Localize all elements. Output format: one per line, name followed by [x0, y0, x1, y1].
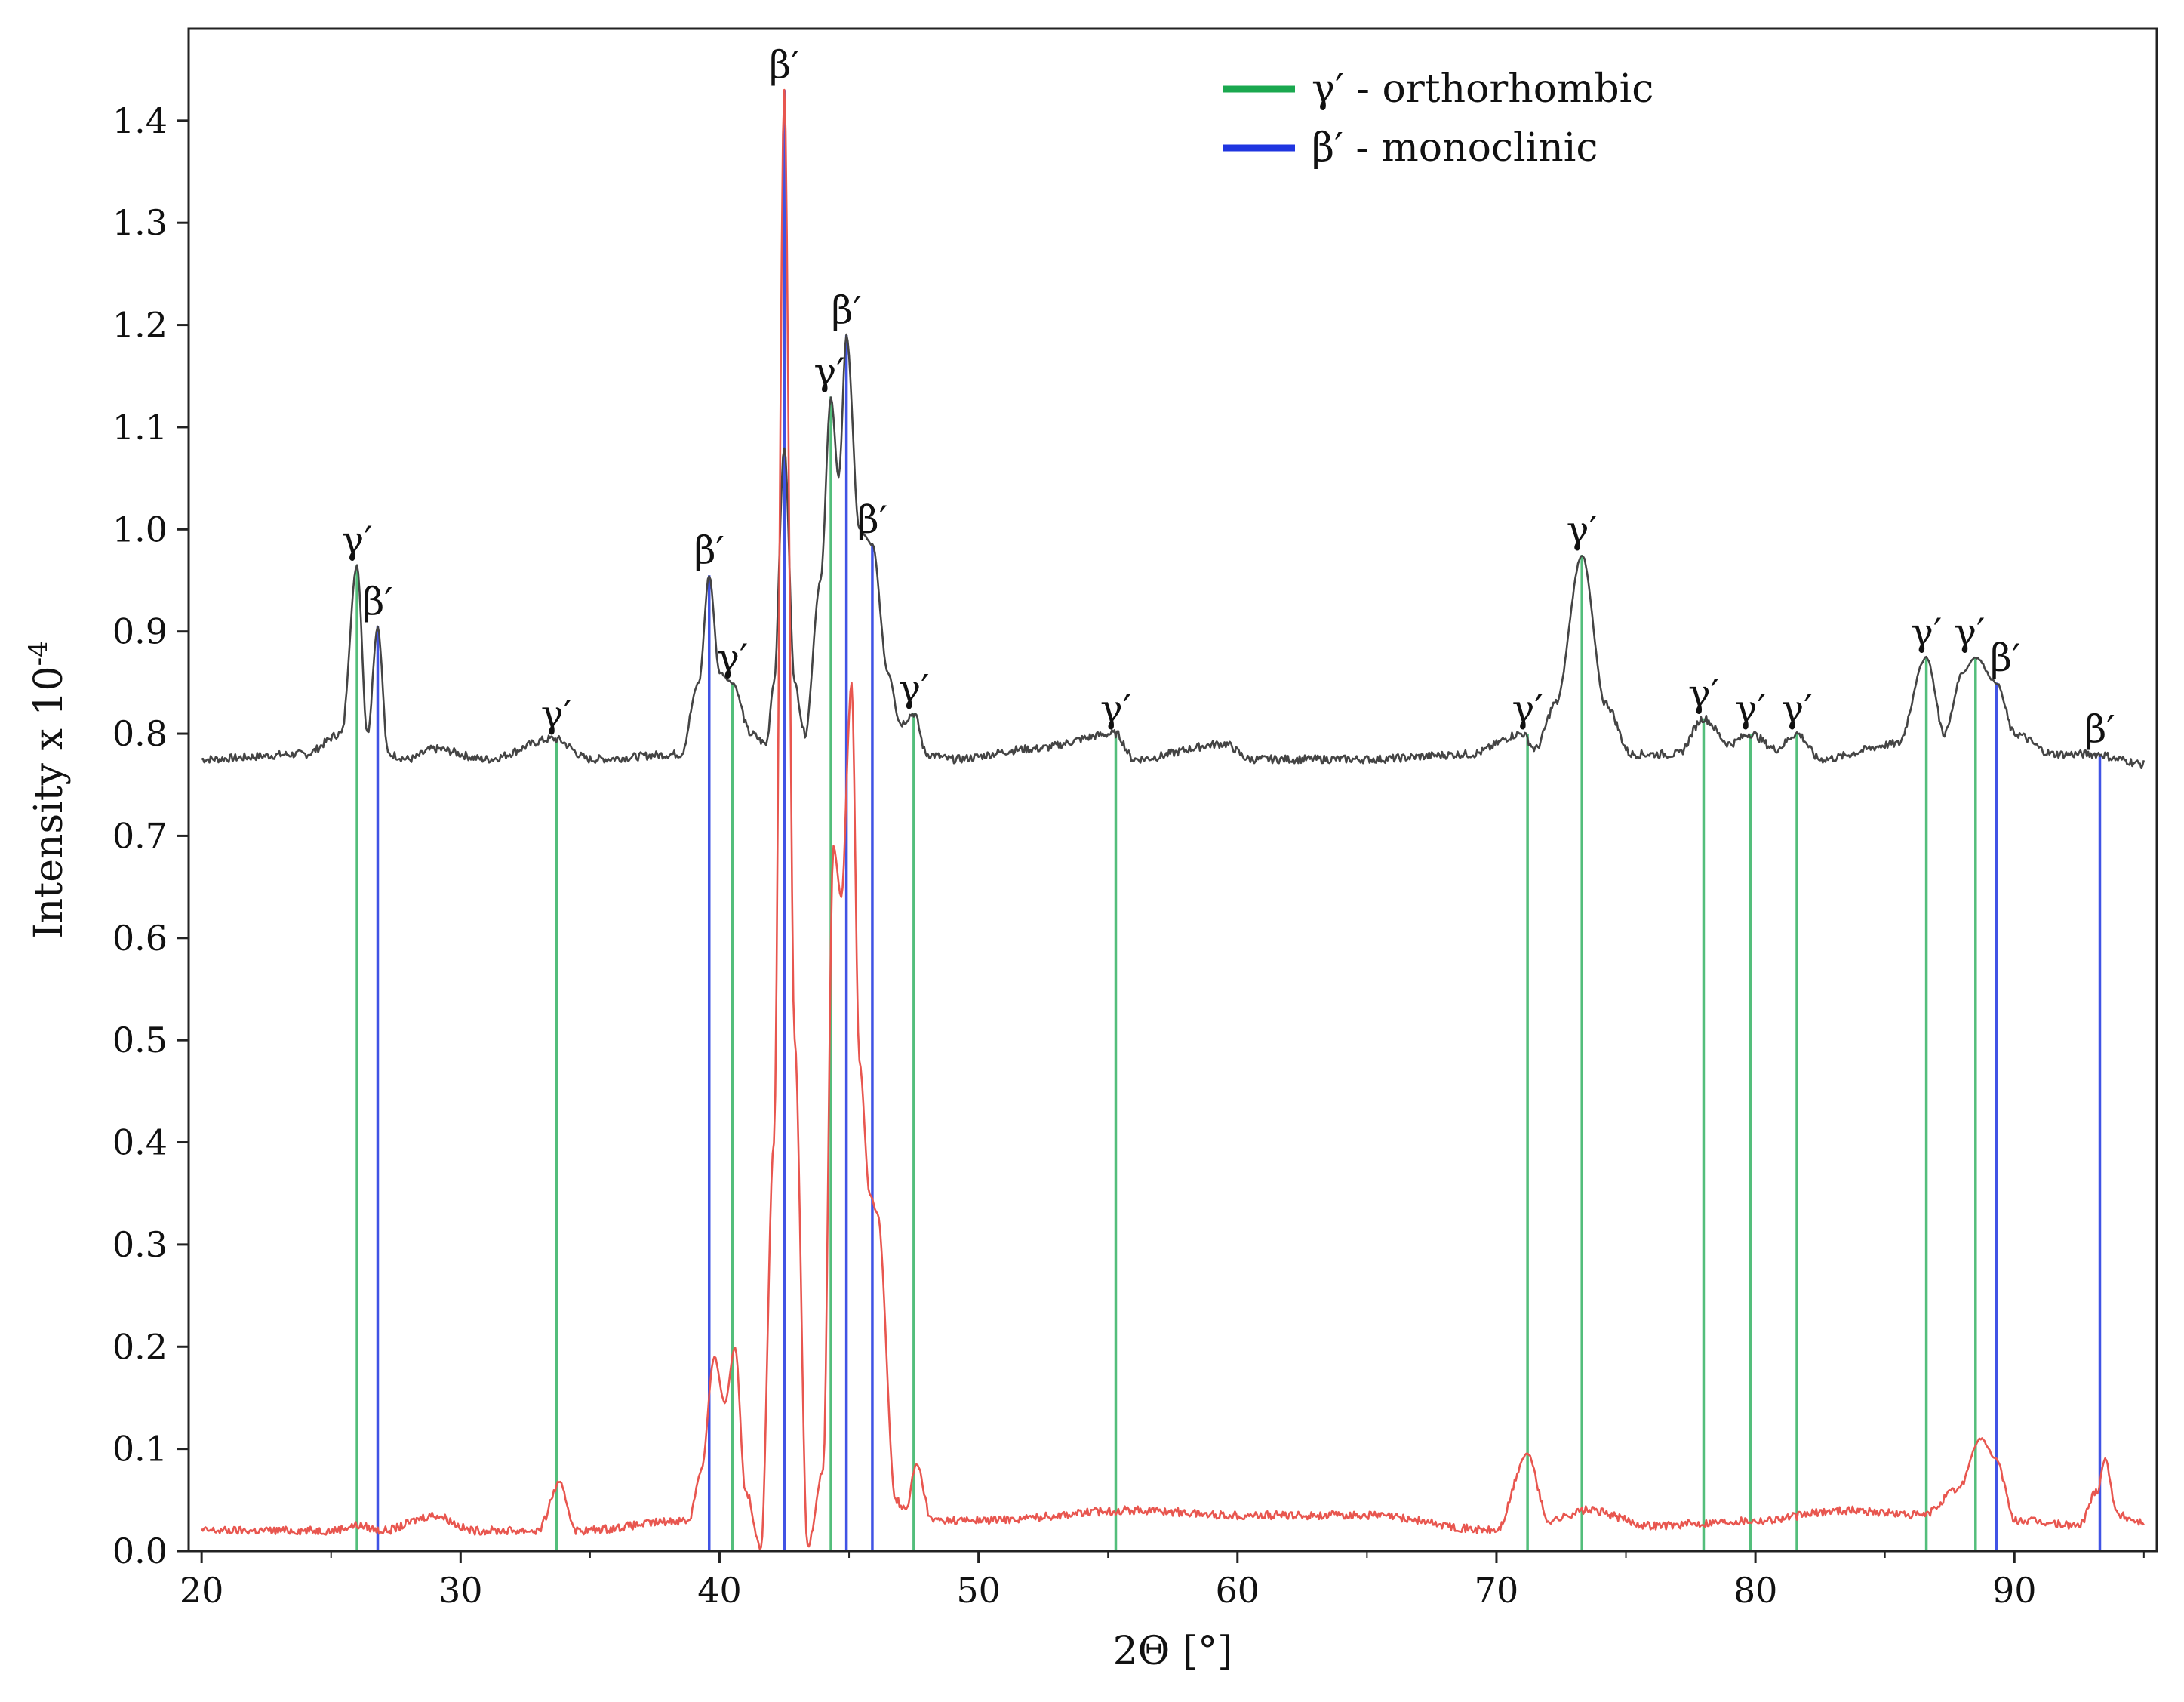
peak-label-beta: β′: [857, 498, 887, 542]
series-line-1: [201, 333, 2146, 770]
peak-label-gamma: γ′: [1688, 672, 1719, 716]
x-tick-label: 40: [697, 1570, 742, 1611]
peak-label-gamma: γ′: [1735, 687, 1766, 731]
peak-label-gamma: γ′: [1781, 687, 1812, 731]
y-tick-label: 1.0: [112, 509, 168, 549]
y-tick-label: 0.1: [112, 1429, 168, 1470]
peak-label-gamma: γ′: [1567, 508, 1598, 552]
x-tick-label: 20: [180, 1570, 224, 1611]
peak-label-gamma: γ′: [814, 349, 844, 393]
peak-label-beta: β′: [694, 528, 724, 572]
x-tick-label: 50: [956, 1570, 1001, 1611]
y-tick-label: 0.2: [112, 1326, 168, 1367]
x-tick-label: 80: [1733, 1570, 1778, 1611]
peak-label-beta: β′: [362, 580, 392, 623]
y-tick-label: 1.1: [112, 407, 168, 448]
peak-label-gamma: γ′: [1512, 687, 1543, 731]
peak-label-gamma: γ′: [1911, 611, 1942, 654]
peak-labels: γ′β′γ′β′γ′β′γ′β′β′γ′ γ′ γ′γ′γ′ γ′ γ′γ′ γ′β′β′: [341, 43, 2115, 751]
peak-label-beta: β′: [1990, 636, 2020, 679]
y-tick-label: 0.8: [112, 713, 168, 754]
y-tick-label: 0.5: [112, 1020, 168, 1060]
y-tick-label: 0.3: [112, 1224, 168, 1265]
x-tick-label: 30: [438, 1570, 483, 1611]
peak-label-gamma: γ′: [1100, 687, 1131, 731]
x-tick-label: 70: [1475, 1570, 1519, 1611]
y-tick-label: 0.9: [112, 611, 168, 652]
peak-label-gamma: γ′: [341, 519, 372, 562]
y-tick-label: 0.7: [112, 815, 168, 856]
y-tick-label: 0.4: [112, 1122, 168, 1163]
y-axis-title-main: Intensity x 10: [26, 666, 72, 938]
legend: γ′ - orthorhombic β′ - monoclinic: [1223, 66, 1653, 171]
y-axis-title-exponent: -4: [23, 641, 54, 666]
legend-label: β′ - monoclinic: [1312, 125, 1598, 171]
peak-label-gamma: γ′: [717, 636, 748, 679]
series-line-2: [201, 88, 2145, 1550]
x-axis-title: 2Θ [°]: [1113, 1629, 1233, 1674]
peak-label-gamma: γ′: [541, 692, 572, 736]
plot-frame: [187, 27, 2158, 1553]
series-layer: [201, 88, 2146, 1550]
y-tick-label: 0.6: [112, 918, 168, 959]
x-tick-label: 90: [1992, 1570, 2037, 1611]
y-axis: 0.0 0.1 0.2 0.3 0.4 0.5 0.6 0.7 0.8 0.9 1.0 1.1 1.2 1…: [112, 100, 189, 1571]
reference-lines: [355, 90, 2102, 1551]
x-tick-label: 60: [1216, 1570, 1260, 1611]
peak-label-beta: β′: [769, 43, 799, 87]
y-axis-title: Intensity x 10-4: [23, 641, 72, 938]
y-tick-label: 1.2: [112, 305, 168, 346]
y-tick-label: 1.4: [112, 100, 168, 141]
peak-label-beta: β′: [831, 288, 861, 332]
peak-label-gamma: γ′: [898, 666, 929, 710]
y-tick-label: 0.0: [112, 1531, 168, 1571]
peak-label-gamma: γ′: [1954, 611, 1985, 654]
peak-label-beta: β′: [2084, 707, 2115, 751]
x-axis: 20 30 40 50 60 70 80 90: [180, 1551, 2145, 1611]
y-tick-label: 1.3: [112, 202, 168, 243]
legend-label: γ′ - orthorhombic: [1312, 66, 1653, 112]
